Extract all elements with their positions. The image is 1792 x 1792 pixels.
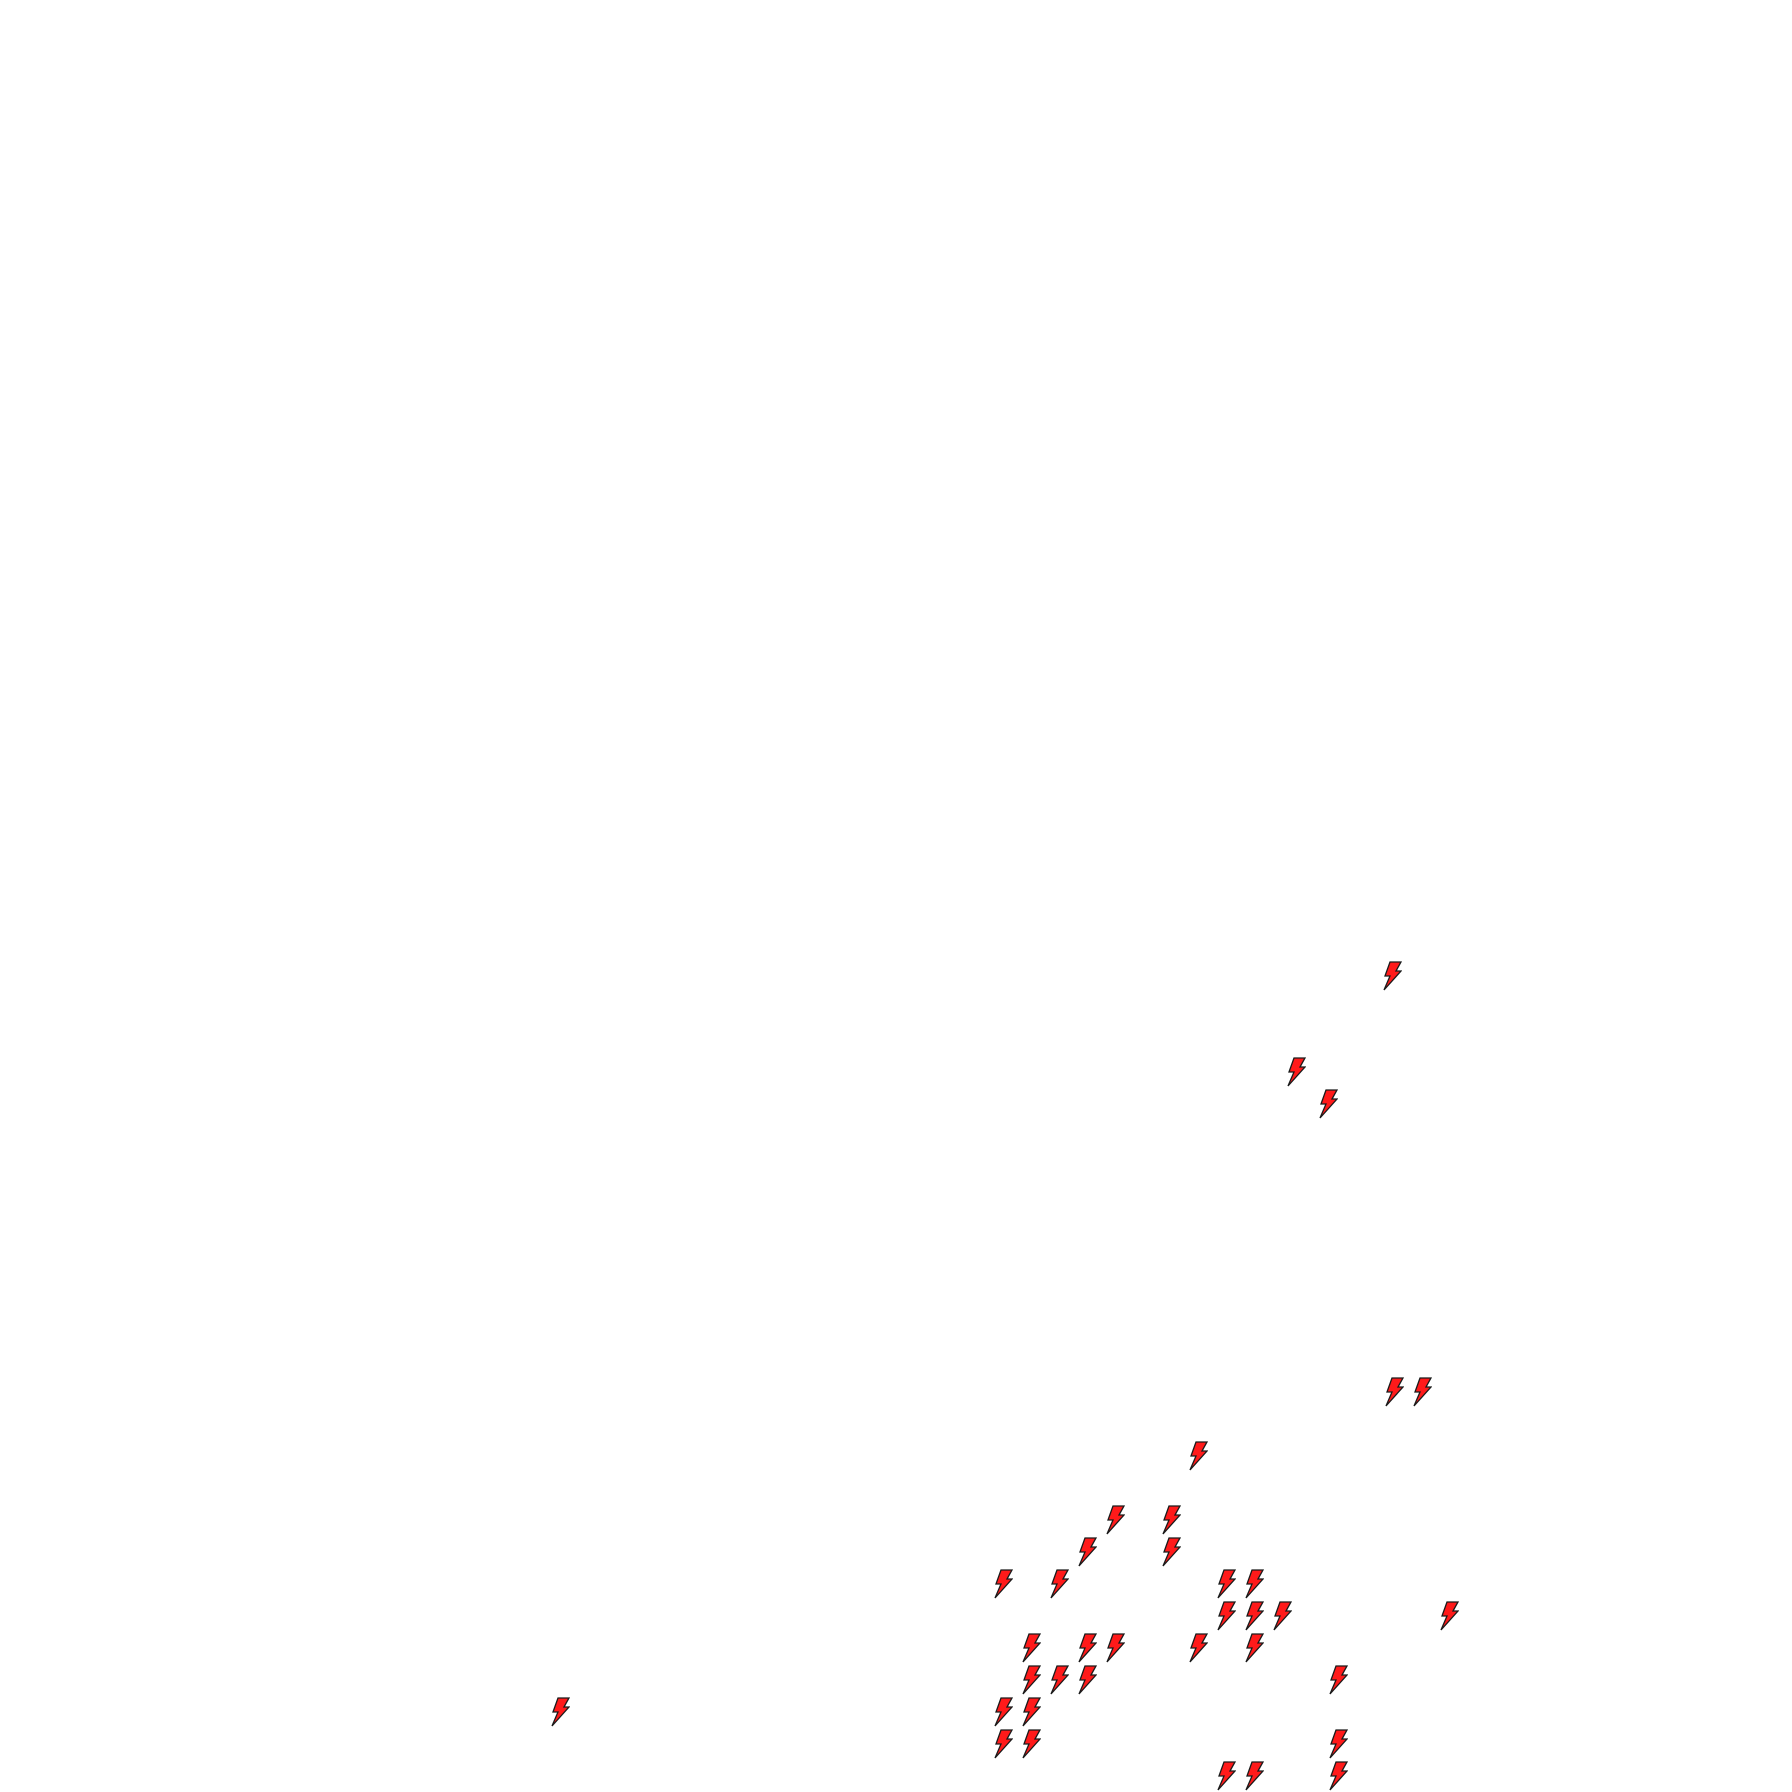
lightning-bolt-icon (1022, 1729, 1041, 1759)
lightning-bolt-icon (1245, 1569, 1264, 1599)
map-marker[interactable] (1272, 1601, 1292, 1631)
map-marker[interactable] (1328, 1761, 1348, 1791)
map-marker[interactable] (1216, 1761, 1236, 1791)
map-marker[interactable] (993, 1569, 1013, 1599)
map-marker[interactable] (1077, 1537, 1097, 1567)
map-marker[interactable] (1077, 1633, 1097, 1663)
lightning-bolt-icon (1273, 1601, 1292, 1631)
lightning-bolt-icon (1022, 1633, 1041, 1663)
lightning-bolt-icon (1329, 1729, 1348, 1759)
map-marker[interactable] (1318, 1089, 1338, 1119)
map-marker[interactable] (1105, 1633, 1125, 1663)
lightning-bolt-icon (1217, 1601, 1236, 1631)
map-marker[interactable] (1021, 1697, 1041, 1727)
lightning-bolt-icon (994, 1569, 1013, 1599)
lightning-bolt-icon (994, 1729, 1013, 1759)
lightning-bolt-icon (1078, 1633, 1097, 1663)
map-marker[interactable] (1077, 1665, 1097, 1695)
lightning-bolt-icon (1287, 1057, 1306, 1087)
lightning-bolt-icon (1245, 1601, 1264, 1631)
map-marker[interactable] (993, 1697, 1013, 1727)
lightning-bolt-icon (1245, 1761, 1264, 1791)
map-marker[interactable] (550, 1697, 570, 1727)
map-marker[interactable] (1286, 1057, 1306, 1087)
map-marker[interactable] (1244, 1601, 1264, 1631)
lightning-bolt-icon (1217, 1761, 1236, 1791)
lightning-bolt-icon (1245, 1633, 1264, 1663)
map-marker[interactable] (1244, 1633, 1264, 1663)
map-marker[interactable] (993, 1729, 1013, 1759)
lightning-bolt-icon (551, 1697, 570, 1727)
lightning-bolt-icon (1022, 1697, 1041, 1727)
lightning-bolt-icon (1189, 1441, 1208, 1471)
lightning-bolt-icon (1162, 1537, 1181, 1567)
map-marker[interactable] (1105, 1505, 1125, 1535)
lightning-bolt-icon (1078, 1537, 1097, 1567)
map-marker[interactable] (1439, 1601, 1459, 1631)
lightning-bolt-icon (1106, 1505, 1125, 1535)
lightning-bolt-icon (1106, 1633, 1125, 1663)
lightning-bolt-icon (1050, 1569, 1069, 1599)
lightning-bolt-icon (1329, 1761, 1348, 1791)
map-marker[interactable] (1244, 1569, 1264, 1599)
lightning-bolt-icon (1162, 1505, 1181, 1535)
lightning-bolt-icon (1022, 1665, 1041, 1695)
lightning-bolt-icon (1385, 1377, 1404, 1407)
lightning-bolt-icon (1050, 1665, 1069, 1695)
lightning-bolt-icon (1319, 1089, 1338, 1119)
map-marker[interactable] (1049, 1665, 1069, 1695)
lightning-bolt-icon (1440, 1601, 1459, 1631)
map-marker[interactable] (1161, 1505, 1181, 1535)
map-marker[interactable] (1328, 1729, 1348, 1759)
map-marker[interactable] (1021, 1633, 1041, 1663)
map-marker[interactable] (1412, 1377, 1432, 1407)
lightning-bolt-icon (1078, 1665, 1097, 1695)
map-marker[interactable] (1384, 1377, 1404, 1407)
map-marker[interactable] (1188, 1441, 1208, 1471)
map-marker[interactable] (1382, 961, 1402, 991)
map-marker[interactable] (1021, 1665, 1041, 1695)
lightning-bolt-icon (1413, 1377, 1432, 1407)
map-marker[interactable] (1216, 1601, 1236, 1631)
map-marker[interactable] (1216, 1569, 1236, 1599)
lightning-bolt-icon (1383, 961, 1402, 991)
lightning-bolt-icon (1189, 1633, 1208, 1663)
map-marker[interactable] (1244, 1761, 1264, 1791)
lightning-bolt-icon (994, 1697, 1013, 1727)
map-marker[interactable] (1021, 1729, 1041, 1759)
lightning-bolt-icon (1329, 1665, 1348, 1695)
map-marker[interactable] (1049, 1569, 1069, 1599)
map-marker[interactable] (1161, 1537, 1181, 1567)
map-marker[interactable] (1188, 1633, 1208, 1663)
lightning-bolt-icon (1217, 1569, 1236, 1599)
map-marker[interactable] (1328, 1665, 1348, 1695)
